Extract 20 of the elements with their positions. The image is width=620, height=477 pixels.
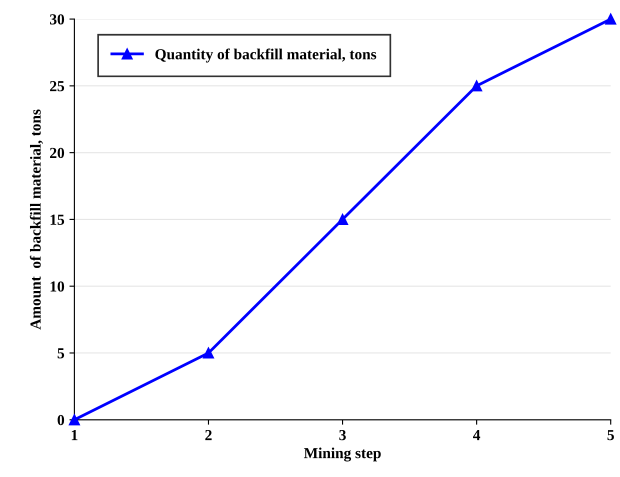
x-tick-label: 4 (473, 430, 480, 440)
point (471, 80, 482, 92)
point (336, 214, 348, 225)
y-tick-label: 10 (50, 281, 64, 292)
point (202, 347, 214, 359)
y-tick-label: 15 (50, 214, 64, 225)
y-tick-label: 5 (58, 348, 64, 358)
x-tick-label: 2 (205, 430, 212, 440)
x-axis-title: Mining step (304, 448, 381, 462)
legend-label: Quantity of backfill material, tons (155, 48, 376, 63)
point (68, 414, 80, 426)
x-tick-label: 1 (72, 430, 78, 440)
x-tick-label: 5 (607, 430, 614, 440)
y-axis-title: Amount of backfill material, tons (30, 109, 43, 330)
y-tick-label: 20 (50, 148, 64, 158)
point (605, 14, 616, 25)
y-tick-label: 25 (50, 81, 64, 92)
x-tick-label: 3 (339, 430, 346, 440)
y-tick-label: 30 (50, 14, 64, 25)
y-tick-label: 0 (58, 414, 64, 426)
